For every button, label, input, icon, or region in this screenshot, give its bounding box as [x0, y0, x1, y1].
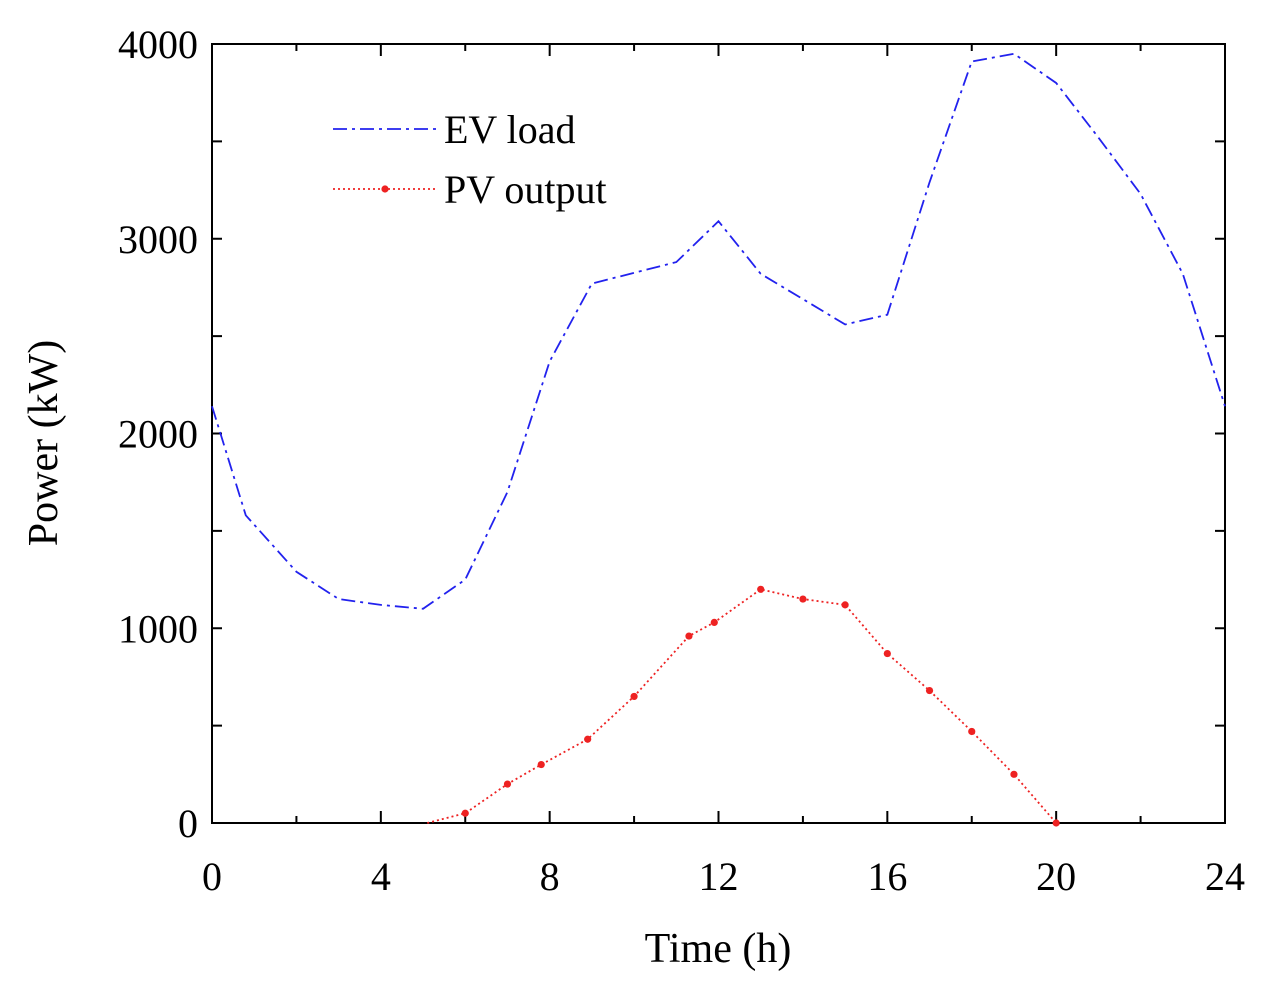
- y-tick-label: 4000: [118, 22, 198, 67]
- y-axis-title: Power (kW): [21, 340, 67, 546]
- data-point-pv-output: [584, 735, 592, 743]
- data-point-pv-output: [757, 585, 765, 593]
- data-point-pv-output: [883, 649, 891, 658]
- x-tick-label: 0: [202, 854, 222, 899]
- y-tick-labels: 0 1000 2000 3000 4000: [118, 22, 198, 846]
- data-point-pv-output: [925, 686, 934, 695]
- x-tick-labels: 0 4 8 12 16 20 24: [202, 854, 1245, 899]
- data-point-pv-output: [1052, 819, 1060, 827]
- plot-frame: [211, 43, 1226, 824]
- x-tick-label: 4: [371, 854, 391, 899]
- legend-label-ev-load: EV load: [444, 107, 575, 152]
- legend-label-pv-output: PV output: [444, 167, 607, 212]
- x-tick-label: 24: [1205, 854, 1245, 899]
- x-tick-label: 16: [867, 854, 907, 899]
- data-point-pv-output: [461, 809, 469, 817]
- axis-ticks: [211, 43, 1226, 824]
- data-point-pv-output: [710, 618, 718, 627]
- data-point-pv-output: [685, 632, 693, 640]
- x-axis-title: Time (h): [645, 926, 792, 972]
- series-line-ev-load: [211, 52, 1226, 610]
- y-tick-label: 1000: [118, 606, 198, 651]
- series-line-pv-output: [427, 588, 1057, 824]
- series-layer: [211, 52, 1226, 827]
- data-point-pv-output: [841, 601, 849, 609]
- data-point-pv-output: [503, 780, 512, 788]
- data-point-pv-output: [537, 760, 545, 769]
- data-point-pv-output: [799, 595, 807, 603]
- data-point-pv-output: [968, 727, 976, 736]
- y-tick-label: 2000: [118, 412, 198, 457]
- x-tick-label: 8: [540, 854, 560, 899]
- legend-marker-pv-output: [381, 185, 389, 193]
- x-tick-label: 12: [699, 854, 739, 899]
- legend: EV load PV output: [333, 107, 607, 212]
- y-tick-label: 0: [178, 801, 198, 846]
- data-point-pv-output: [1010, 770, 1018, 778]
- x-tick-label: 20: [1036, 854, 1076, 899]
- data-point-pv-output: [630, 692, 638, 701]
- y-tick-label: 3000: [118, 217, 198, 262]
